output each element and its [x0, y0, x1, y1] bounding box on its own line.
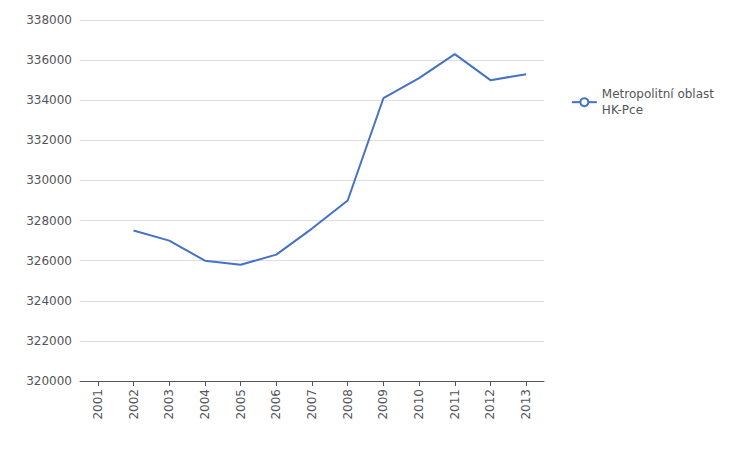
svg-text:2004: 2004: [198, 389, 212, 420]
svg-text:330000: 330000: [26, 173, 72, 187]
svg-text:326000: 326000: [26, 254, 72, 268]
svg-text:2005: 2005: [234, 389, 248, 420]
svg-text:328000: 328000: [26, 214, 72, 228]
svg-text:338000: 338000: [26, 13, 72, 27]
svg-text:Metropolitní oblast: Metropolitní oblast: [602, 87, 714, 101]
svg-text:2012: 2012: [483, 389, 497, 420]
svg-text:2009: 2009: [376, 389, 390, 420]
svg-text:320000: 320000: [26, 374, 72, 388]
svg-text:2011: 2011: [448, 389, 462, 420]
svg-text:2003: 2003: [162, 389, 176, 420]
svg-text:2010: 2010: [412, 389, 426, 420]
svg-text:332000: 332000: [26, 133, 72, 147]
svg-text:2006: 2006: [269, 389, 283, 420]
svg-text:2002: 2002: [127, 389, 141, 420]
svg-text:336000: 336000: [26, 53, 72, 67]
svg-text:2013: 2013: [519, 389, 533, 420]
svg-text:324000: 324000: [26, 294, 72, 308]
svg-text:HK-Pce: HK-Pce: [602, 103, 643, 117]
svg-text:334000: 334000: [26, 93, 72, 107]
svg-text:2007: 2007: [305, 389, 319, 420]
svg-text:322000: 322000: [26, 334, 72, 348]
svg-text:2008: 2008: [341, 389, 355, 420]
svg-text:2001: 2001: [91, 389, 105, 420]
